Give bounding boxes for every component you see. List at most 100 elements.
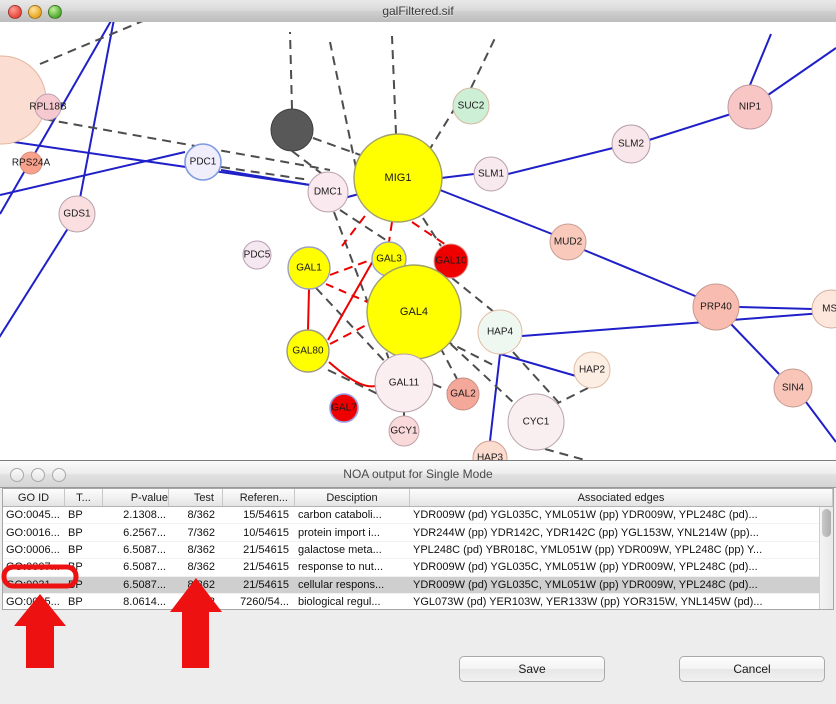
node-NIP1[interactable]	[727, 84, 773, 130]
node-GAL11[interactable]	[374, 353, 434, 413]
node-label-PDC5: PDC5	[244, 250, 271, 261]
noa-minimize-button[interactable]	[31, 468, 45, 482]
noa-window-titlebar: NOA output for Single Mode	[0, 461, 836, 488]
node-label-PRP40: PRP40	[700, 302, 732, 313]
cell-reference: 7260/54...	[240, 596, 289, 609]
table-vertical-scrollbar[interactable]	[819, 507, 833, 609]
minimize-button[interactable]	[28, 5, 42, 19]
save-button[interactable]: Save	[459, 656, 605, 682]
cell-associated-edges: YDR009W (pd) YGL035C, YML051W (pp) YDR00…	[413, 561, 758, 574]
node-label-HAP3: HAP3	[477, 453, 504, 460]
column-header-go-id[interactable]: GO ID	[3, 489, 65, 506]
window-controls[interactable]	[8, 5, 62, 19]
node-label-GAL7: GAL7	[331, 403, 357, 414]
node-PDC1[interactable]	[184, 143, 222, 181]
results-table[interactable]: GO ID T... P-value Test Referen... Desci…	[2, 488, 834, 610]
node-unlabeled-dark[interactable]	[270, 108, 314, 152]
cell-type: BP	[68, 543, 83, 556]
column-header-reference[interactable]: Referen...	[223, 489, 295, 506]
noa-window-controls[interactable]	[10, 468, 66, 482]
node-CYC1[interactable]	[507, 393, 565, 451]
node-GAL80[interactable]	[286, 329, 330, 373]
cell-test: 94/362	[181, 596, 215, 609]
cell-associated-edges: YGL073W (pd) YER103W, YER133W (pp) YOR31…	[413, 596, 763, 609]
node-label-MUD2: MUD2	[554, 237, 583, 248]
table-row[interactable]: GO:0045... BP 2.1308... 8/362 15/54615 carbon…	[3, 507, 833, 525]
noa-zoom-button[interactable]	[52, 468, 66, 482]
node-SIN4[interactable]	[773, 368, 813, 408]
node-label-SIN4: SIN4	[782, 383, 805, 394]
node-label-GAL4: GAL4	[400, 306, 428, 318]
close-button[interactable]	[8, 5, 22, 19]
cell-type: BP	[68, 526, 83, 539]
cell-reference: 10/54615	[243, 526, 289, 539]
cell-p-value: 6.2567...	[123, 526, 166, 539]
column-header-type[interactable]: T...	[65, 489, 103, 506]
node-HAP3[interactable]	[472, 440, 508, 460]
cell-reference: 15/54615	[243, 509, 289, 522]
node-HAP4[interactable]	[477, 309, 523, 355]
network-graph[interactable]: RPL18B RPS24A GDS1 PDC1 PDC5 DMC1 MIG1 S…	[0, 22, 836, 460]
cancel-button[interactable]: Cancel	[679, 656, 825, 682]
cell-type: BP	[68, 561, 83, 574]
node-label-HAP4: HAP4	[487, 327, 514, 338]
node-HAP2[interactable]	[573, 351, 611, 389]
cell-p-value: 6.5087...	[123, 543, 166, 556]
node-MSI[interactable]	[811, 289, 836, 329]
node-SUC2[interactable]	[452, 87, 490, 125]
node-SLM2[interactable]	[611, 124, 651, 164]
cell-reference: 21/54615	[243, 578, 289, 591]
node-label-MIG1: MIG1	[385, 172, 412, 184]
node-SLM1[interactable]	[473, 156, 509, 192]
node-PDC5[interactable]	[242, 240, 272, 270]
table-row[interactable]: GO:0007... BP 6.5087... 8/362 21/54615 respon…	[3, 559, 833, 577]
cell-associated-edges: YDR009W (pd) YGL035C, YML051W (pp) YDR00…	[413, 578, 758, 591]
node-GAL2[interactable]	[446, 377, 480, 411]
node-label-NIP1: NIP1	[739, 102, 762, 113]
node-label-SUC2: SUC2	[458, 101, 485, 112]
node-GAL7[interactable]	[329, 393, 359, 423]
node-DMC1[interactable]	[307, 171, 349, 213]
node-RPL18B[interactable]	[34, 93, 62, 121]
node-RPS24A[interactable]	[19, 151, 43, 175]
column-header-description[interactable]: Desciption	[295, 489, 410, 506]
table-row[interactable]: GO:0031... BP 6.5087... 8/362 21/54615 cellul…	[3, 576, 833, 594]
noa-window-title: NOA output for Single Mode	[343, 467, 493, 481]
zoom-button[interactable]	[48, 5, 62, 19]
node-GDS1[interactable]	[58, 195, 96, 233]
node-label-MSI: MSI	[822, 304, 836, 315]
network-canvas[interactable]: RPL18B RPS24A GDS1 PDC1 PDC5 DMC1 MIG1 S…	[0, 22, 836, 460]
nodes-layer[interactable]: RPL18B RPS24A GDS1 PDC1 PDC5 DMC1 MIG1 S…	[0, 55, 836, 460]
cell-test: 8/362	[187, 578, 215, 591]
cell-description: protein import i...	[298, 526, 380, 539]
column-header-test[interactable]: Test	[169, 489, 223, 506]
table-row[interactable]: GO:0006... BP 6.5087... 8/362 21/54615 galact…	[3, 542, 833, 560]
cell-test: 8/362	[187, 543, 215, 556]
node-label-GAL2: GAL2	[450, 389, 476, 400]
node-GAL10[interactable]	[433, 243, 469, 279]
node-label-GAL80: GAL80	[292, 346, 324, 357]
cell-go-id: GO:0016...	[6, 526, 60, 539]
table-row[interactable]: GO:0016... BP 6.2567... 7/362 10/54615 protei…	[3, 524, 833, 542]
node-label-RPS24A: RPS24A	[12, 158, 51, 169]
node-PRP40[interactable]	[692, 283, 740, 331]
cell-description: response to nut...	[298, 561, 383, 574]
table-body[interactable]: GO:0045... BP 2.1308... 8/362 15/54615 carbon…	[3, 507, 833, 609]
node-label-CYC1: CYC1	[523, 417, 550, 428]
noa-close-button[interactable]	[10, 468, 24, 482]
cell-type: BP	[68, 578, 83, 591]
node-GCY1[interactable]	[388, 415, 420, 447]
column-header-associated-edges[interactable]: Associated edges	[410, 489, 833, 506]
table-row[interactable]: GO:0065... BP 8.0614... 94/362 7260/54... bio…	[3, 594, 833, 609]
node-MIG1[interactable]	[353, 133, 443, 223]
table-header-row: GO ID T... P-value Test Referen... Desci…	[3, 489, 833, 507]
column-header-p-value[interactable]: P-value	[103, 489, 169, 506]
cell-description: cellular respons...	[298, 578, 385, 591]
node-GAL1[interactable]	[287, 246, 331, 290]
cell-description: biological regul...	[298, 596, 381, 609]
node-label-RPL18B: RPL18B	[29, 102, 67, 113]
cell-associated-edges: YDR244W (pp) YDR142C, YDR142C (pp) YGL15…	[413, 526, 759, 539]
node-label-GDS1: GDS1	[63, 209, 91, 220]
scrollbar-thumb[interactable]	[822, 509, 831, 537]
node-MUD2[interactable]	[549, 223, 587, 261]
